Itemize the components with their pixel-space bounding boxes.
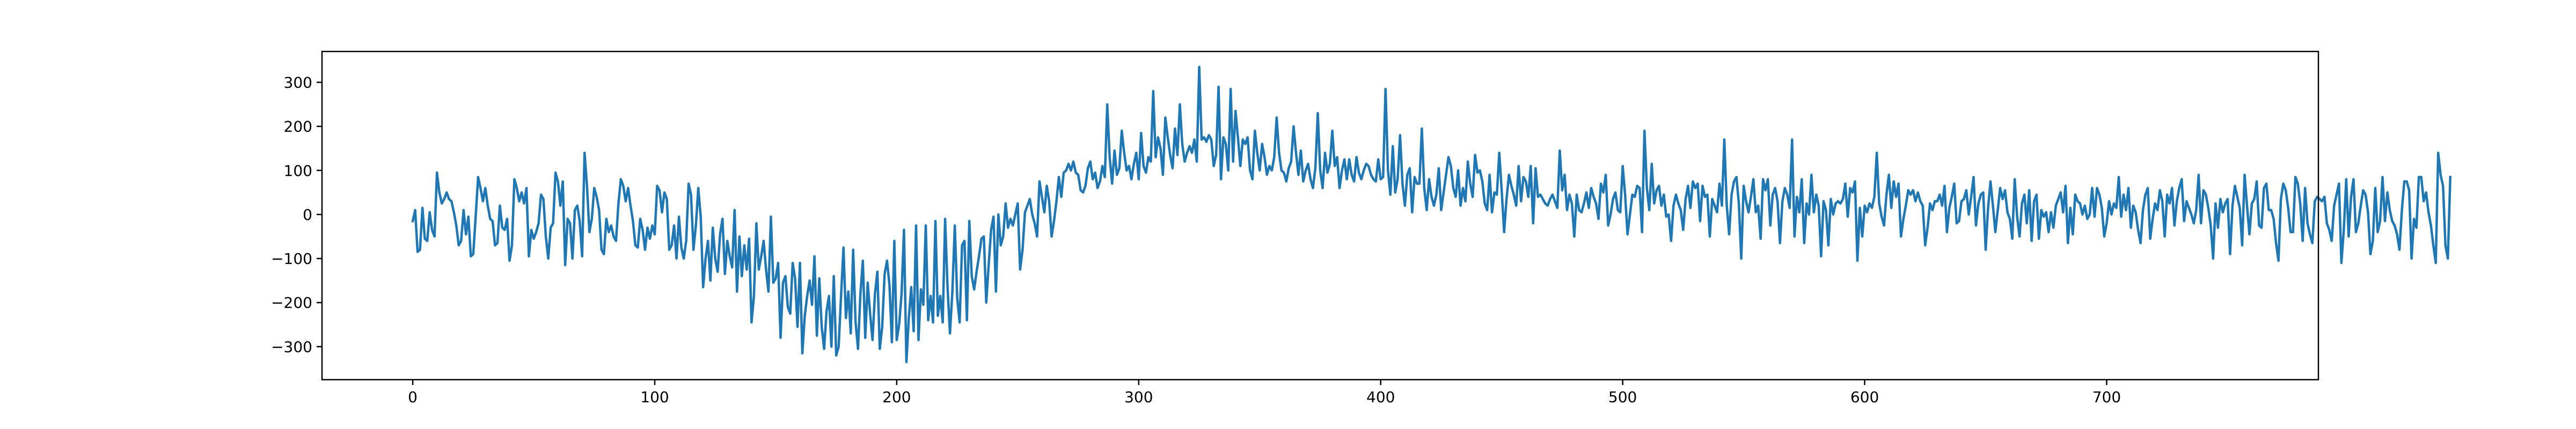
x-tick-label: 500 <box>1608 388 1637 406</box>
y-axis: −300 −200 −100 0 100 200 300 <box>271 74 322 356</box>
x-tick-label: 400 <box>1366 388 1395 406</box>
y-tick-label: −200 <box>271 294 312 312</box>
series-line-0 <box>411 65 2452 364</box>
y-tick-label: 0 <box>303 206 312 224</box>
x-tick-label: 100 <box>640 388 669 406</box>
plot-frame <box>321 50 2319 381</box>
x-tick-label: 0 <box>408 388 418 406</box>
y-tick-label: 200 <box>284 118 312 136</box>
y-tick-label: 100 <box>284 162 312 180</box>
x-tick-label: 600 <box>1850 388 1879 406</box>
y-tick-label: −300 <box>271 338 312 356</box>
y-tick-label: −100 <box>271 250 312 268</box>
x-tick-label: 700 <box>2092 388 2121 406</box>
y-tick-label: 300 <box>284 74 312 92</box>
x-axis: 0 100 200 300 400 500 600 700 <box>408 380 2121 406</box>
x-tick-label: 300 <box>1124 388 1153 406</box>
plot-area <box>321 50 2452 381</box>
x-tick-label: 200 <box>882 388 911 406</box>
